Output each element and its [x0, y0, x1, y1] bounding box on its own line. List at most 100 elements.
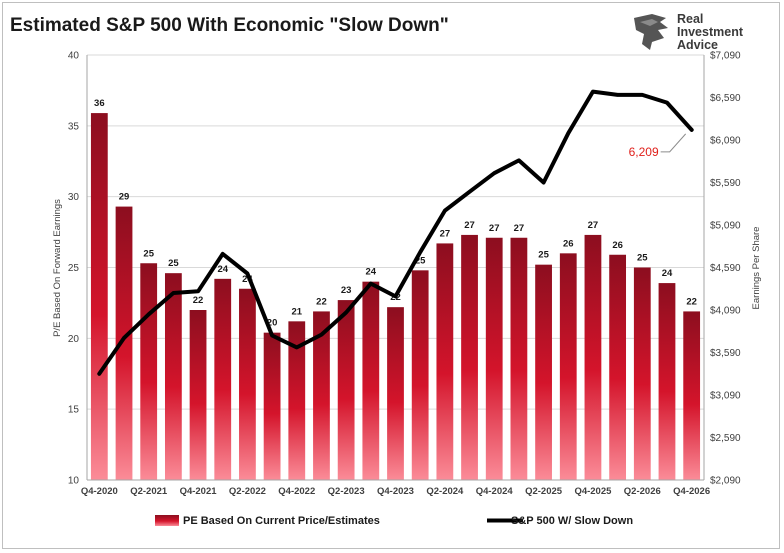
bar [214, 278, 232, 480]
bar [263, 332, 281, 480]
bar [411, 270, 429, 480]
bar-data-label: 27 [514, 223, 525, 234]
y2-tick-label: $2,590 [710, 433, 741, 444]
bar-data-label: 25 [637, 253, 648, 264]
x-tick-label: Q2-2024 [426, 486, 464, 497]
bar-data-label: 20 [267, 318, 278, 329]
bar-data-label: 23 [341, 285, 352, 296]
bar-data-label: 27 [440, 228, 451, 239]
bar-data-label: 21 [291, 306, 302, 317]
y2-tick-label: $2,090 [710, 476, 741, 487]
bar [584, 234, 602, 480]
x-tick-label: Q4-2022 [278, 486, 315, 497]
logo-line-2: Investment [677, 25, 744, 39]
bar [609, 254, 627, 480]
y-tick-label: 30 [68, 192, 80, 203]
bar-data-label: 24 [366, 267, 377, 278]
x-tick-label: Q2-2026 [624, 486, 661, 497]
bar-data-label: 25 [415, 255, 426, 266]
annotation-label: 6,209 [629, 145, 659, 159]
bar-data-label: 22 [316, 296, 327, 307]
y-tick-label: 20 [68, 334, 80, 345]
brand-logo: Real Investment Advice [634, 12, 744, 52]
legend: PE Based On Current Price/Estimates S&P … [155, 515, 633, 527]
bar [535, 264, 552, 480]
y-tick-label: 40 [68, 51, 80, 62]
bar [140, 263, 158, 480]
y2-tick-label: $6,590 [710, 93, 741, 104]
annotation-leader [660, 133, 687, 153]
bar-data-label: 29 [119, 192, 130, 203]
bar [164, 273, 182, 480]
bar-data-label: 26 [563, 238, 574, 249]
y2-tick-label: $4,590 [710, 263, 741, 274]
x-tick-label: Q2-2023 [328, 486, 365, 497]
y2-tick-label: $3,090 [710, 391, 741, 402]
bar-data-label: 27 [588, 220, 599, 231]
bar [436, 243, 454, 480]
bar-data-label: 22 [193, 295, 204, 306]
bar-series: 36 29 25 25 22 24 24 20 21 22 23 24 22 25 27 27 27 27 25 26… [90, 98, 701, 481]
y2-tick-label: $3,590 [710, 348, 741, 359]
x-tick-label: Q4-2023 [377, 486, 414, 497]
y-tick-label: 25 [68, 263, 80, 274]
bar [362, 281, 380, 480]
x-tick-label: Q4-2026 [673, 486, 710, 497]
bar [313, 311, 330, 480]
axes: 10 15 20 25 30 35 40 $2,090 $2,590 $3,090 $3,590 $4… [68, 51, 741, 498]
eagle-icon [634, 14, 668, 50]
logo-line-1: Real [677, 12, 703, 26]
bar [485, 237, 503, 480]
legend-bar-swatch [155, 515, 179, 526]
x-tick-label: Q4-2024 [476, 486, 514, 497]
x-tick-label: Q4-2021 [180, 486, 218, 497]
bar [559, 253, 577, 480]
bar-data-label: 24 [662, 268, 673, 279]
legend-bar-label: PE Based On Current Price/Estimates [183, 515, 380, 527]
y2-tick-label: $6,090 [710, 136, 741, 147]
bar [239, 288, 256, 480]
bar-data-label: 22 [686, 296, 697, 307]
bar [683, 311, 701, 480]
y2-tick-label: $5,590 [710, 178, 741, 189]
bar [288, 321, 306, 480]
chart-title: Estimated S&P 500 With Economic "Slow Do… [10, 15, 449, 36]
bar-data-label: 36 [94, 98, 105, 109]
y2-axis-title: Earnings Per Share [751, 227, 762, 310]
y-axis-title: P/E Based On Forward Earnings [52, 199, 63, 337]
x-tick-label: Q4-2020 [81, 486, 118, 497]
y-tick-label: 10 [68, 476, 80, 487]
annotation: 6,209 [629, 133, 687, 159]
bar [90, 113, 108, 480]
bar-data-label: 25 [168, 258, 179, 269]
bar-data-label: 25 [538, 250, 549, 261]
y2-tick-label: $7,090 [710, 51, 741, 62]
bar [387, 307, 404, 480]
x-tick-label: Q2-2021 [130, 486, 168, 497]
x-tick-label: Q4-2025 [574, 486, 612, 497]
sp500-line [97, 89, 694, 376]
bar [189, 310, 207, 480]
bar-data-label: 27 [464, 220, 475, 231]
x-tick-label: Q2-2025 [525, 486, 563, 497]
bar-data-label: 26 [612, 240, 623, 251]
y2-tick-label: $4,090 [710, 306, 741, 317]
bar [461, 234, 478, 480]
logo-line-3: Advice [677, 38, 718, 52]
bar-data-label: 27 [489, 223, 500, 234]
bar [115, 206, 133, 481]
line-series [97, 89, 694, 376]
x-tick-label: Q2-2022 [229, 486, 266, 497]
bar [633, 267, 651, 480]
bar [510, 237, 528, 480]
bar [658, 283, 676, 480]
bar-data-label: 25 [143, 248, 154, 259]
y2-tick-label: $5,090 [710, 221, 741, 232]
bar-data-label: 24 [217, 264, 228, 275]
legend-line-label: S&P 500 W/ Slow Down [511, 515, 633, 527]
y-tick-label: 15 [68, 405, 80, 416]
y-tick-label: 35 [68, 121, 80, 132]
bar [337, 300, 355, 480]
